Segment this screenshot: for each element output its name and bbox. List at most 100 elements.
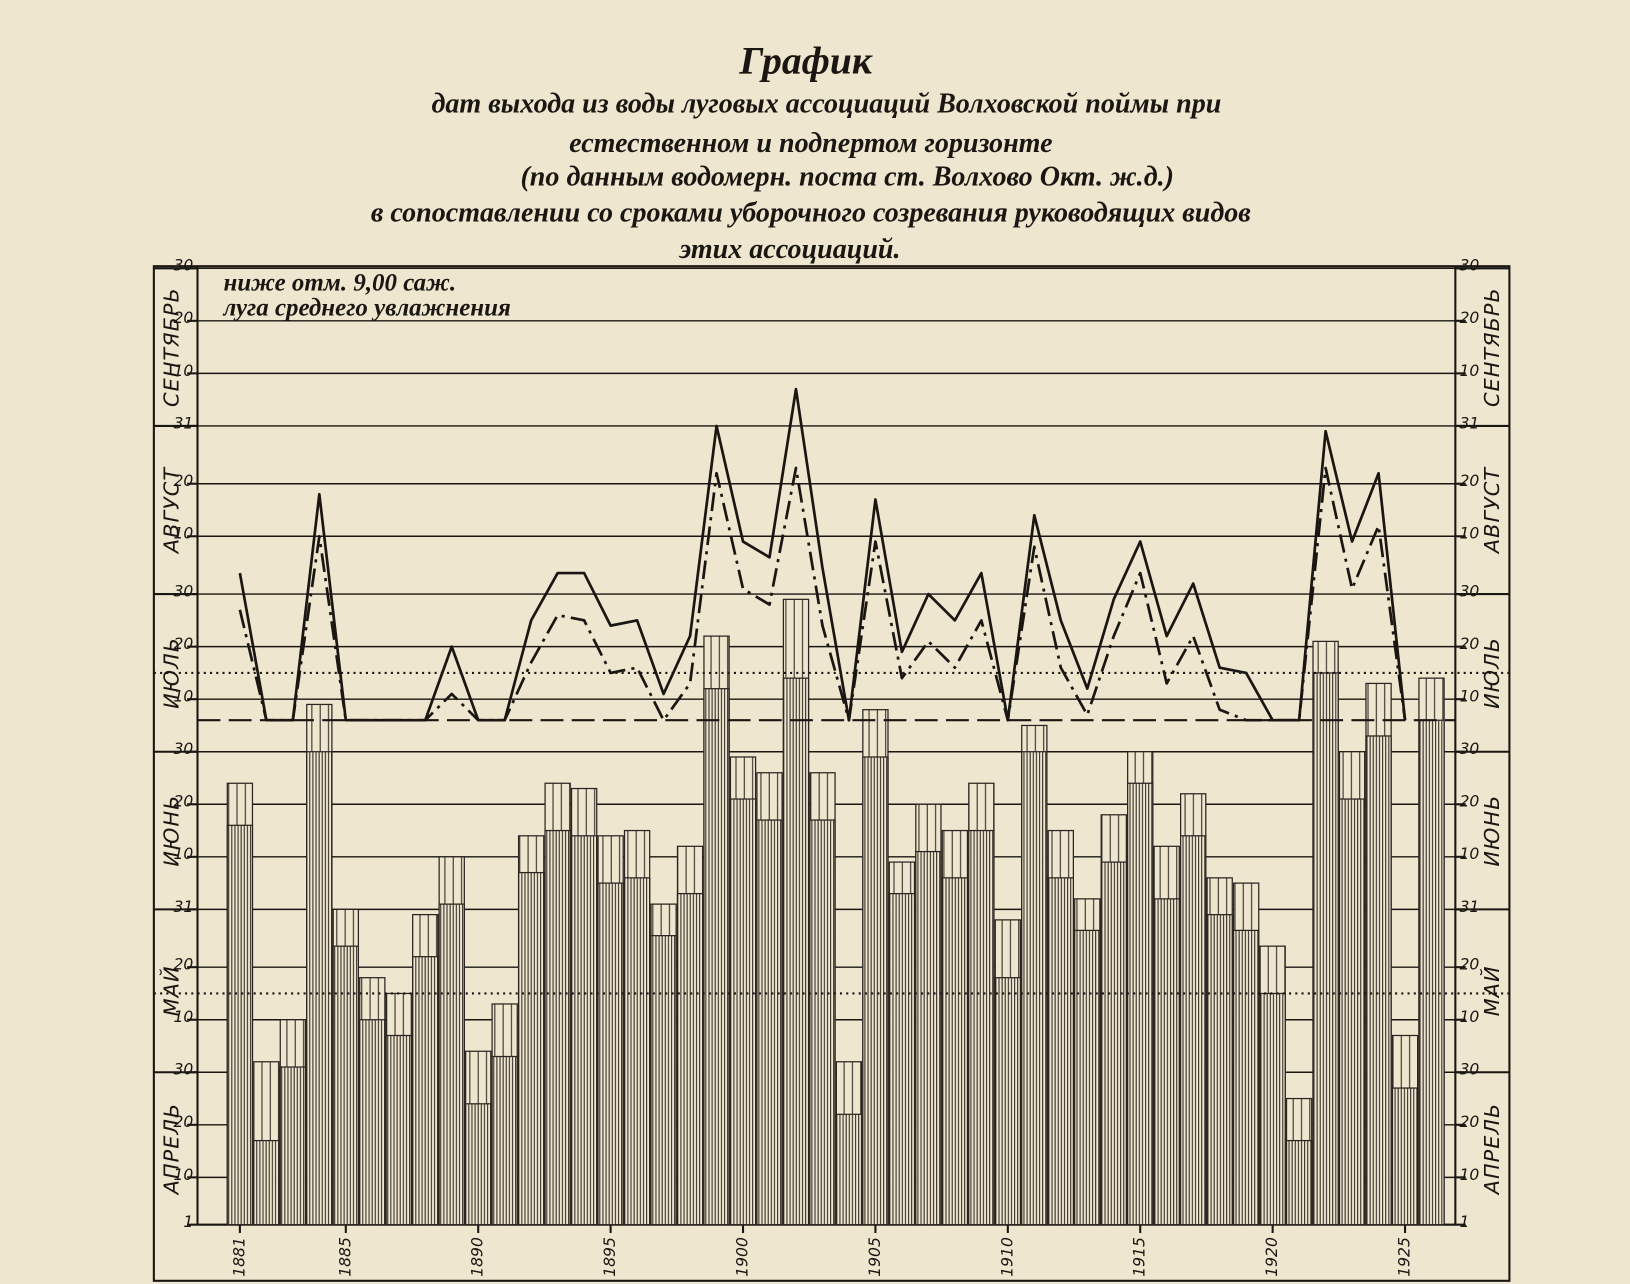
chart-subtitle: в сопоставлении со сроками уборочного со… — [371, 198, 1251, 229]
chart-subtitle: дат выхода из воды луговых ассоциаций Во… — [431, 89, 1221, 120]
x-tick-label: 1920 — [1263, 1237, 1281, 1277]
bar — [570, 835, 598, 1226]
y2-tick-label: 20 — [1460, 956, 1480, 974]
y2-tick-label: 10 — [1460, 688, 1480, 706]
month-label: АВГУСТ — [160, 466, 184, 555]
y-tick-label: 10 — [174, 1008, 194, 1026]
y2-tick-label: 10 — [1460, 525, 1480, 543]
y-tick-label: 20 — [174, 472, 194, 490]
bar — [623, 877, 651, 1226]
bar — [1365, 735, 1392, 1226]
bar — [597, 882, 624, 1226]
bar — [994, 977, 1022, 1226]
month-label: МАЙ — [159, 965, 184, 1016]
y-tick-label: 30 — [174, 583, 194, 601]
bar — [517, 871, 545, 1226]
month-label: СЕНТЯБРЬ — [1480, 287, 1504, 407]
bar — [1338, 798, 1366, 1226]
y2-tick-label: 10 — [1460, 845, 1480, 863]
bar — [1021, 751, 1048, 1226]
x-tick-label: 1900 — [734, 1237, 752, 1277]
bar — [862, 756, 889, 1226]
annotation: луга среднего увлажнения — [223, 295, 511, 322]
bar — [703, 688, 730, 1226]
annotation: ниже отм. 9,00 саж. — [224, 270, 457, 297]
x-tick-label: 1925 — [1396, 1237, 1414, 1277]
month-label: АВГУСТ — [1480, 466, 1504, 555]
month-label: СЕНТЯБРЬ — [160, 287, 184, 407]
y2-tick-label: 30 — [1460, 583, 1480, 601]
bar — [782, 677, 810, 1226]
month-label: ИЮНЬ — [160, 795, 184, 867]
month-label: ИЮЛЬ — [1480, 637, 1504, 709]
y-tick-label: 20 — [174, 793, 194, 811]
bar — [1312, 672, 1339, 1226]
bar — [1153, 898, 1180, 1226]
bar — [756, 819, 783, 1226]
y-tick-label: 10 — [174, 845, 194, 863]
bar — [359, 1019, 386, 1226]
y2-tick-label: 1 — [1460, 1213, 1470, 1231]
x-tick-label: 1905 — [866, 1237, 884, 1277]
y-tick-label: 10 — [174, 688, 194, 706]
y-tick-label: 30 — [174, 740, 194, 758]
x-tick-label: 1890 — [469, 1237, 487, 1277]
month-label: ИЮНЬ — [1480, 795, 1504, 867]
y2-tick-label: 30 — [1460, 257, 1480, 275]
bar — [1047, 877, 1074, 1226]
chart-title: График — [738, 39, 873, 83]
bar — [968, 829, 995, 1226]
bar — [676, 892, 704, 1226]
bar — [650, 935, 677, 1226]
chart-subtitle: этих ассоциаций. — [679, 234, 901, 265]
bar — [835, 1113, 863, 1226]
bar — [385, 1034, 412, 1226]
y2-tick-label: 30 — [1460, 740, 1480, 758]
bar — [941, 877, 969, 1226]
y-tick-label: 10 — [174, 362, 194, 380]
y-tick-label: 31 — [174, 898, 194, 916]
y2-tick-label: 10 — [1460, 1008, 1480, 1026]
line — [238, 466, 1407, 722]
bar — [279, 1066, 307, 1226]
y-tick-label: 10 — [174, 1166, 194, 1184]
bar — [1074, 929, 1101, 1226]
bar — [1179, 835, 1207, 1226]
bar — [465, 1103, 492, 1226]
bar — [306, 751, 333, 1226]
y2-tick-label: 20 — [1460, 635, 1480, 653]
bar — [809, 819, 836, 1226]
frame — [152, 265, 1511, 1282]
month-label: АПРЕЛЬ — [160, 1103, 184, 1197]
x-tick-label: 1910 — [998, 1237, 1016, 1277]
bar — [491, 1055, 518, 1226]
bar — [1232, 929, 1260, 1226]
y-tick-label: 30 — [174, 1061, 194, 1079]
bar — [412, 956, 439, 1226]
y-tick-label: 20 — [174, 1113, 194, 1131]
bar — [544, 829, 571, 1226]
y2-tick-label: 31 — [1460, 898, 1480, 916]
bar — [438, 903, 465, 1226]
x-tick-label: 1915 — [1131, 1237, 1149, 1277]
x-tick-label: 1881 — [230, 1237, 248, 1277]
bar — [888, 892, 916, 1226]
x-tick-label: 1895 — [601, 1237, 619, 1277]
bar — [1259, 992, 1286, 1226]
bar — [1391, 1087, 1419, 1226]
plot: 1 1 10 10 20 20 30 30 10 10 20 20 31 31 10 10 20 20 30 30 10… — [153, 257, 1510, 1277]
line — [238, 387, 1407, 722]
chart-subtitle: естественном и подпертом горизонте — [569, 128, 1052, 159]
bar — [1127, 782, 1154, 1226]
y-tick-label: 1 — [183, 1213, 193, 1231]
bar — [1206, 914, 1233, 1226]
month-label: АПРЕЛЬ — [1480, 1103, 1504, 1197]
y-tick-label: 10 — [174, 525, 194, 543]
chart-subtitle: (по данным водомерн. поста ст. Волхово О… — [520, 161, 1174, 192]
month-label: МАЙ — [1479, 965, 1504, 1016]
y-tick-label: 20 — [174, 956, 194, 974]
y-tick-label: 31 — [174, 414, 194, 432]
y2-tick-label: 20 — [1460, 309, 1480, 327]
y-tick-label: 30 — [174, 257, 194, 275]
